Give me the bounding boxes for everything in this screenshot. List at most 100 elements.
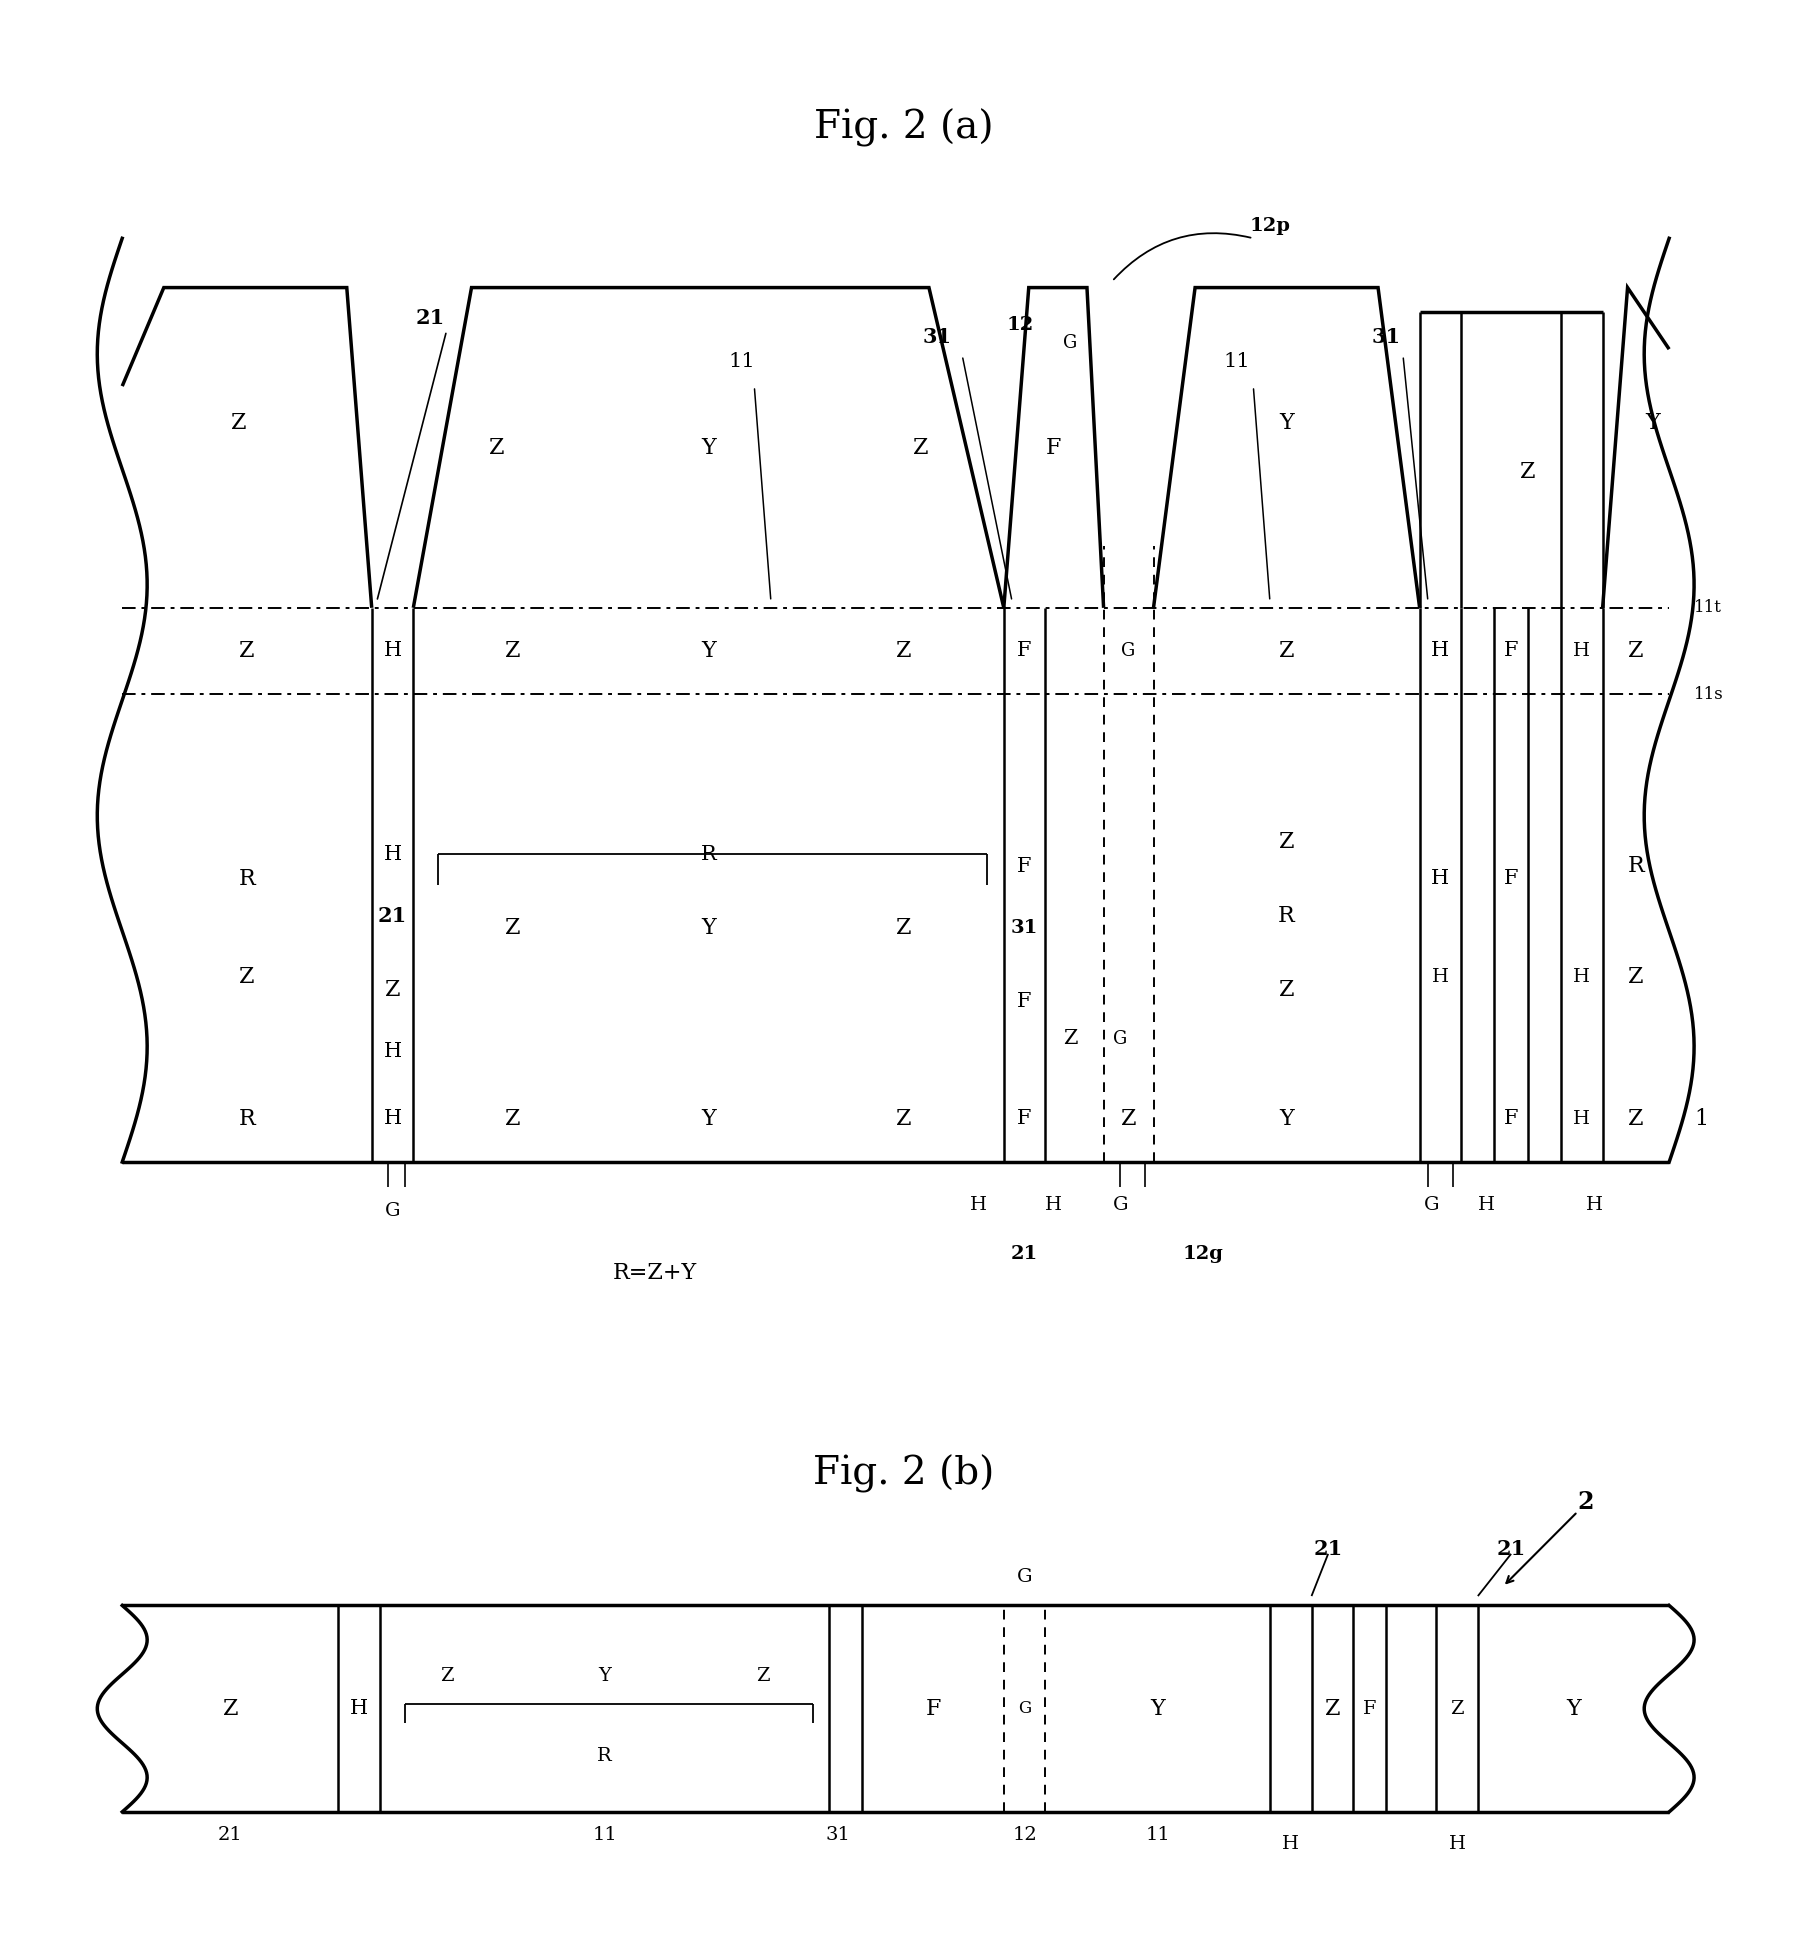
Text: Z: Z	[1120, 1108, 1135, 1130]
Text: Y: Y	[701, 436, 716, 459]
Text: Z: Z	[506, 917, 520, 938]
Text: H: H	[1572, 968, 1590, 987]
Text: Z: Z	[239, 966, 255, 989]
Text: Y: Y	[701, 639, 716, 663]
Text: 21: 21	[1314, 1539, 1343, 1560]
Text: 11: 11	[1144, 1826, 1169, 1844]
Text: Z: Z	[385, 979, 399, 1001]
Text: Z: Z	[896, 639, 911, 663]
Text: H: H	[1476, 1196, 1494, 1214]
Text: 21: 21	[219, 1826, 242, 1844]
Text: F: F	[1503, 870, 1518, 888]
Text: 31: 31	[1372, 326, 1400, 346]
Text: 21: 21	[1496, 1539, 1525, 1560]
Text: H: H	[970, 1196, 987, 1214]
Text: Z: Z	[1628, 966, 1643, 989]
Text: H: H	[383, 1042, 401, 1062]
Text: G: G	[1017, 1701, 1030, 1716]
Text: R: R	[1626, 856, 1643, 878]
Text: Z: Z	[488, 436, 504, 459]
Text: H: H	[1572, 1110, 1590, 1128]
Text: Z: Z	[1449, 1699, 1464, 1718]
Text: Z: Z	[231, 413, 246, 434]
Text: Z: Z	[913, 436, 927, 459]
Text: 2: 2	[1578, 1490, 1594, 1515]
Text: Y: Y	[1279, 1108, 1294, 1130]
Text: Z: Z	[896, 1108, 911, 1130]
Text: Fig. 2 (b): Fig. 2 (b)	[813, 1455, 994, 1494]
Text: G: G	[385, 1202, 399, 1220]
Text: G: G	[1120, 641, 1135, 661]
Text: G: G	[1016, 1568, 1032, 1586]
Text: 11: 11	[728, 352, 755, 371]
Text: Z: Z	[1278, 979, 1294, 1001]
Text: R: R	[239, 868, 255, 890]
Text: 31: 31	[922, 326, 950, 346]
Text: 12: 12	[1012, 1826, 1037, 1844]
Text: 12: 12	[1006, 315, 1034, 334]
Text: F: F	[1362, 1699, 1375, 1718]
Text: 21: 21	[416, 309, 445, 328]
Text: H: H	[1281, 1836, 1299, 1853]
Text: Z: Z	[506, 639, 520, 663]
Text: H: H	[351, 1699, 369, 1718]
Text: Y: Y	[1565, 1697, 1579, 1720]
Text: 11: 11	[1223, 352, 1249, 371]
Text: Y: Y	[1149, 1697, 1164, 1720]
Text: 1: 1	[1693, 1108, 1708, 1130]
Text: H: H	[1447, 1836, 1465, 1853]
Text: Z: Z	[1628, 639, 1643, 663]
Text: F: F	[1046, 436, 1061, 459]
Text: 21: 21	[378, 905, 407, 927]
Text: H: H	[1431, 968, 1447, 987]
Text: R=Z+Y: R=Z+Y	[613, 1261, 696, 1284]
Text: F: F	[1017, 856, 1032, 876]
Text: Y: Y	[1279, 413, 1294, 434]
Text: H: H	[1431, 870, 1449, 888]
Text: H: H	[383, 845, 401, 864]
Text: 31: 31	[824, 1826, 849, 1844]
Text: Z: Z	[239, 639, 255, 663]
Text: Z: Z	[1278, 639, 1294, 663]
Text: G: G	[1113, 1030, 1128, 1048]
Text: F: F	[1017, 1108, 1032, 1128]
Text: 11: 11	[593, 1826, 616, 1844]
Text: 31: 31	[1010, 919, 1037, 936]
Text: Z: Z	[1628, 1108, 1643, 1130]
Text: Z: Z	[896, 917, 911, 938]
Text: 12p: 12p	[1249, 217, 1290, 235]
Text: Z: Z	[1520, 461, 1534, 483]
Text: F: F	[1503, 1108, 1518, 1128]
Text: Z: Z	[439, 1668, 454, 1685]
Text: Z: Z	[1278, 831, 1294, 852]
Text: Z: Z	[1325, 1697, 1339, 1720]
Text: F: F	[925, 1697, 940, 1720]
Text: H: H	[1585, 1196, 1603, 1214]
Text: 12g: 12g	[1182, 1245, 1223, 1263]
Text: 11t: 11t	[1693, 600, 1720, 616]
Text: Y: Y	[701, 1108, 716, 1130]
Text: F: F	[1017, 993, 1032, 1011]
Text: F: F	[1503, 641, 1518, 661]
Text: R: R	[701, 845, 716, 864]
Text: G: G	[1063, 334, 1077, 352]
Text: Z: Z	[1063, 1030, 1077, 1048]
Text: R: R	[1278, 905, 1294, 927]
Text: Y: Y	[701, 917, 716, 938]
Text: Z: Z	[506, 1108, 520, 1130]
Text: G: G	[1111, 1196, 1128, 1214]
Text: H: H	[1044, 1196, 1063, 1214]
Text: G: G	[1424, 1196, 1438, 1214]
Text: Fig. 2 (a): Fig. 2 (a)	[813, 108, 994, 147]
Text: Z: Z	[222, 1697, 239, 1720]
Text: R: R	[596, 1746, 611, 1765]
Text: H: H	[1431, 641, 1449, 661]
Text: F: F	[1017, 641, 1032, 661]
Text: R: R	[239, 1108, 255, 1130]
Text: Z: Z	[755, 1668, 770, 1685]
Text: 21: 21	[1010, 1245, 1037, 1263]
Text: H: H	[383, 1108, 401, 1128]
Text: Y: Y	[1644, 413, 1659, 434]
Text: Y: Y	[598, 1668, 611, 1685]
Text: 11s: 11s	[1693, 686, 1722, 702]
